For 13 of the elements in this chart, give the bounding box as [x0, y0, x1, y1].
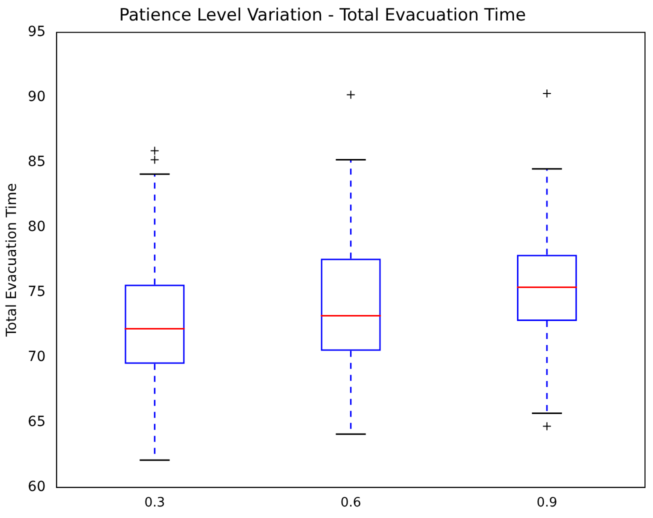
y-tick-label: 90 — [28, 89, 46, 106]
chart-title: Patience Level Variation - Total Evacuation Time — [119, 6, 526, 26]
x-tick-label: 0.9 — [536, 496, 558, 511]
y-tick-label: 85 — [28, 154, 46, 170]
x-tick-label: 0.3 — [144, 496, 166, 511]
y-tick-label: 60 — [28, 479, 46, 496]
y-tick-label: 80 — [28, 219, 46, 236]
y-axis-title: Total Evacuation Time — [4, 183, 20, 338]
y-tick-label: 95 — [28, 24, 46, 40]
y-tick-label: 65 — [28, 414, 46, 430]
y-tick-label: 75 — [28, 284, 46, 300]
x-tick-label: 0.6 — [340, 496, 362, 511]
y-tick-label: 70 — [28, 349, 46, 366]
